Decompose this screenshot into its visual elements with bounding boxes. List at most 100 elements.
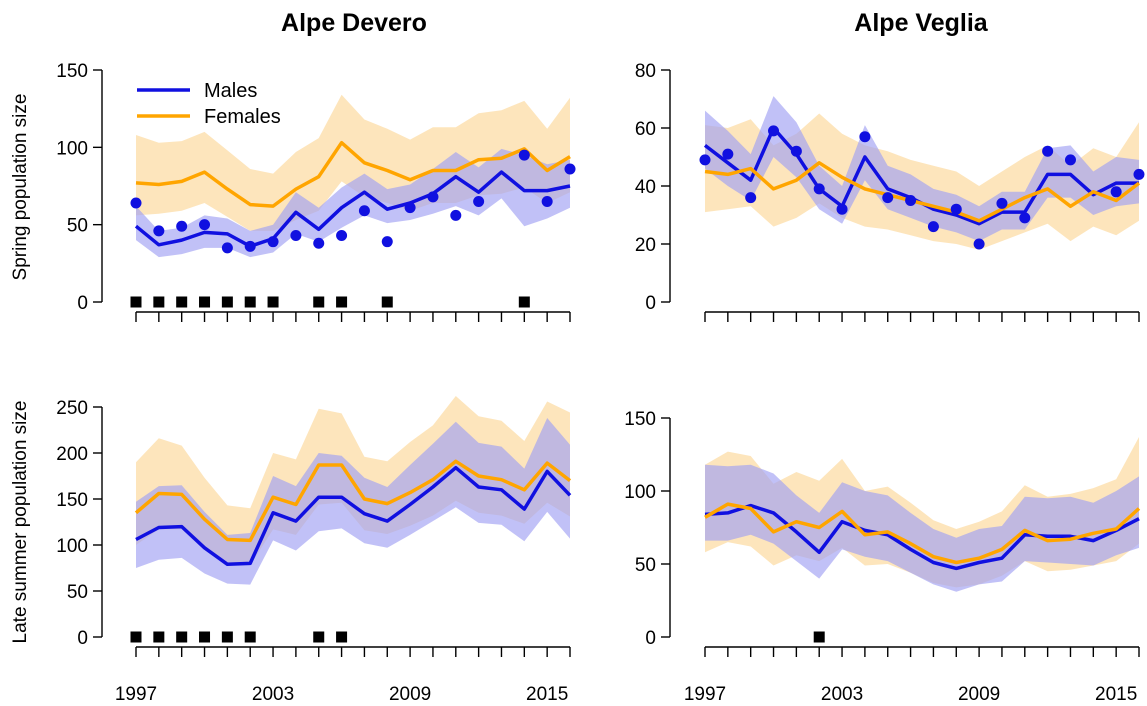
observed-point (996, 197, 1008, 209)
x-tick-label: 2015 (1095, 684, 1137, 705)
observed-point (427, 191, 439, 203)
year-marker (130, 631, 142, 643)
observed-point (927, 221, 939, 233)
y-tick-label: 50 (67, 582, 88, 603)
observed-point (790, 145, 802, 157)
females-line (704, 161, 1141, 223)
year-marker (244, 631, 256, 643)
observed-point (1042, 145, 1054, 157)
y-tick-label: 40 (635, 177, 656, 198)
year-marker (153, 631, 165, 643)
males-confidence-band (136, 418, 570, 585)
observed-point (859, 131, 871, 143)
year-marker (381, 296, 393, 308)
observed-point (541, 195, 553, 207)
year-marker (518, 296, 530, 308)
x-tick-label: 2009 (389, 684, 431, 705)
y-tick-label: 0 (645, 293, 656, 314)
observed-point (745, 192, 757, 204)
y-tick-label: 250 (56, 398, 88, 419)
females-line (134, 459, 572, 543)
title-left: Alpe Devero (281, 9, 427, 37)
legend-males-label: Males (204, 80, 257, 102)
year-marker (153, 296, 165, 308)
year-marker (199, 631, 211, 643)
observed-point (381, 236, 393, 248)
ylabel-top: Spring population size (10, 94, 31, 281)
year-marker (313, 296, 325, 308)
y-tick-label: 100 (56, 138, 88, 159)
x-tick-label: 2015 (526, 684, 568, 705)
ylabel-bottom: Late summer population size (10, 401, 31, 644)
panel-summer-veglia: 0 50 100 150 1997 2003 2009 2015 (624, 409, 1141, 705)
observed-point (950, 203, 962, 215)
y-tick-label: 100 (56, 536, 88, 557)
y-tick-label: 0 (77, 293, 88, 314)
males-confidence-band (705, 464, 1139, 592)
year-marker (130, 296, 142, 308)
year-marker (336, 296, 348, 308)
females-line (704, 502, 1141, 565)
year-marker (176, 631, 188, 643)
year-marker (267, 296, 279, 308)
observed-point (518, 149, 530, 161)
year-marker (313, 631, 325, 643)
x-tick-label: 2003 (821, 684, 863, 705)
x-tick-label: 2003 (252, 684, 294, 705)
y-tick-label: 150 (624, 409, 656, 430)
y-tick-label: 0 (77, 628, 88, 649)
year-marker (244, 296, 256, 308)
observed-point (564, 163, 576, 175)
observed-point (1133, 168, 1145, 180)
observed-point (882, 192, 894, 204)
observed-point (130, 197, 142, 209)
year-marker (221, 631, 233, 643)
females-line (135, 140, 571, 208)
x-tick-label: 1997 (115, 684, 157, 705)
observed-point (267, 236, 279, 248)
observed-point (153, 225, 165, 237)
observed-point (450, 209, 462, 221)
observed-point (404, 202, 416, 214)
legend: Males Females (137, 80, 281, 128)
title-right: Alpe Veglia (854, 9, 988, 37)
panel-spring-devero: 0 50 100 150 (56, 61, 576, 322)
year-marker (813, 631, 825, 643)
observed-point (813, 183, 825, 195)
y-tick-label: 80 (635, 61, 656, 82)
observed-point (905, 195, 917, 206)
observed-point (768, 125, 780, 137)
males-line (135, 465, 572, 567)
y-tick-label: 50 (635, 555, 656, 576)
observed-point (836, 203, 848, 215)
observed-point (473, 195, 485, 207)
x-tick-label: 1997 (684, 684, 726, 705)
y-tick-label: 50 (67, 216, 88, 237)
y-tick-label: 20 (635, 235, 656, 256)
panel-summer-devero: 0 50 100 150 200 250 1997 2003 2009 2015 (56, 396, 572, 705)
observed-point (1064, 154, 1076, 166)
observed-point (973, 238, 985, 250)
males-line (134, 170, 571, 249)
year-marker (199, 296, 211, 308)
observed-point (358, 205, 370, 217)
y-tick-label: 60 (635, 119, 656, 140)
legend-females-label: Females (204, 106, 281, 128)
observed-point (176, 220, 188, 232)
observed-point (221, 242, 233, 254)
observed-point (1110, 186, 1122, 198)
x-tick-label: 2009 (958, 684, 1000, 705)
year-marker (221, 296, 233, 308)
y-tick-label: 150 (56, 490, 88, 511)
year-marker (176, 296, 188, 308)
observed-point (290, 229, 302, 241)
observed-point (699, 154, 711, 166)
observed-point (313, 237, 325, 249)
observed-point (722, 148, 734, 160)
y-tick-label: 100 (624, 482, 656, 503)
panel-spring-veglia: 0 20 40 60 80 (635, 61, 1145, 322)
y-tick-label: 200 (56, 444, 88, 465)
y-tick-label: 150 (56, 61, 88, 82)
observed-point (1019, 212, 1031, 224)
